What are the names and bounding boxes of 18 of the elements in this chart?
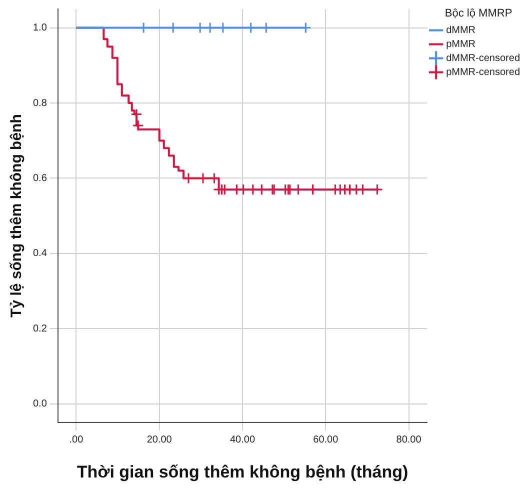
legend-label: dMMR bbox=[446, 24, 476, 36]
legend-label: dMMR-censored bbox=[446, 52, 520, 64]
x-axis-title: Thời gian sống thêm không bệnh (tháng) bbox=[76, 462, 408, 482]
x-tick-label: .00 bbox=[69, 434, 84, 446]
y-tick-label: 1.0 bbox=[32, 22, 48, 34]
y-tick-label: 0.8 bbox=[32, 98, 48, 109]
y-tick-label: 0.0 bbox=[32, 398, 48, 410]
x-tick-label: 20.00 bbox=[146, 434, 172, 446]
legend-label: pMMR bbox=[446, 38, 476, 50]
y-tick-label: 0.4 bbox=[32, 248, 48, 260]
y-axis-title: Tỷ lệ sống thêm không bệnh bbox=[8, 114, 26, 318]
x-tick-label: 60.00 bbox=[313, 434, 339, 446]
legend-label: pMMR-censored bbox=[446, 66, 520, 78]
y-tick-label: 0.2 bbox=[32, 323, 48, 334]
x-tick-label: 40.00 bbox=[230, 434, 256, 446]
legend-title: Bộc lộ MMRP bbox=[444, 8, 512, 20]
x-tick-label: 80.00 bbox=[396, 434, 422, 446]
y-tick-label: 0.6 bbox=[32, 172, 48, 184]
